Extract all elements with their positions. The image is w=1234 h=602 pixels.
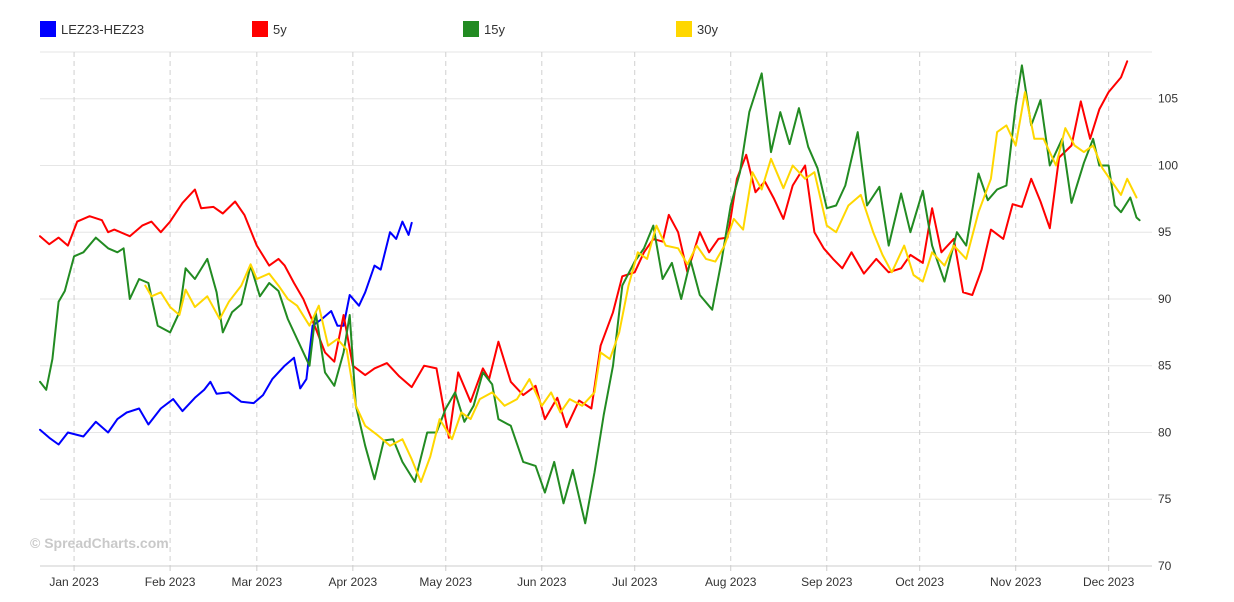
series-lines xyxy=(39,60,1141,525)
legend-swatch xyxy=(40,21,56,37)
legend-swatch xyxy=(252,21,268,37)
x-tick-label: Apr 2023 xyxy=(328,575,377,589)
y-tick-label: 100 xyxy=(1158,158,1178,172)
series-line-lez23-hez23 xyxy=(39,220,413,446)
y-tick-label: 95 xyxy=(1158,225,1172,239)
legend-label: 30y xyxy=(697,22,718,37)
y-tick-label: 75 xyxy=(1158,492,1172,506)
x-tick-label: May 2023 xyxy=(419,575,472,589)
y-tick-label: 90 xyxy=(1158,292,1172,306)
x-tick-label: Mar 2023 xyxy=(231,575,282,589)
x-tick-label: Oct 2023 xyxy=(895,575,944,589)
x-tick-label: Dec 2023 xyxy=(1083,575,1135,589)
x-tick-label: Feb 2023 xyxy=(145,575,196,589)
legend-label: 15y xyxy=(484,22,505,37)
series-line-30y xyxy=(144,91,1138,483)
legend-swatch xyxy=(463,21,479,37)
x-tick-label: Sep 2023 xyxy=(801,575,853,589)
y-tick-label: 105 xyxy=(1158,92,1178,106)
series-line-15y xyxy=(39,64,1141,525)
x-tick-label: Jun 2023 xyxy=(517,575,567,589)
grid xyxy=(40,51,1152,567)
y-tick-label: 70 xyxy=(1158,559,1172,573)
watermark: © SpreadCharts.com xyxy=(30,535,169,551)
x-axis: Jan 2023 Feb 2023 Mar 2023 Apr 2023 May 2023… xyxy=(40,565,1152,589)
x-tick-label: Aug 2023 xyxy=(705,575,757,589)
series-line-5y xyxy=(39,60,1129,439)
y-tick-label: 80 xyxy=(1158,425,1172,439)
legend-label: 5y xyxy=(273,22,287,37)
legend-swatch xyxy=(676,21,692,37)
legend: LEZ23-HEZ23 5y 15y 30y xyxy=(40,21,718,37)
x-tick-label: Jul 2023 xyxy=(612,575,658,589)
x-tick-label: Nov 2023 xyxy=(990,575,1042,589)
y-axis: 70 75 80 85 90 95 100 105 xyxy=(1158,92,1178,573)
y-tick-label: 85 xyxy=(1158,359,1172,373)
legend-label: LEZ23-HEZ23 xyxy=(61,22,144,37)
x-tick-label: Jan 2023 xyxy=(49,575,99,589)
